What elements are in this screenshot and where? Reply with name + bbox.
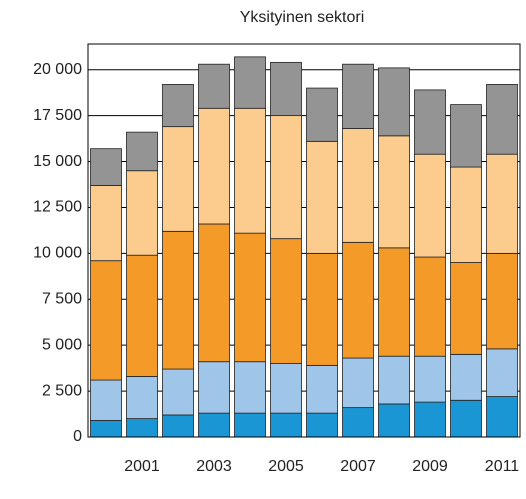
chart-title: Yksityinen sektori <box>240 9 365 26</box>
bar-segment <box>450 262 482 355</box>
bar-segment <box>486 252 518 350</box>
bar-segment <box>270 115 302 240</box>
y-tick-label: 12 500 <box>33 199 82 216</box>
bar-segment <box>234 107 266 234</box>
y-tick-label: 2 500 <box>42 382 82 399</box>
bar-segment <box>198 361 230 414</box>
bar-segment <box>126 170 158 256</box>
bar-segment <box>342 357 374 409</box>
bar-segment <box>306 364 338 414</box>
bar-segment <box>486 153 518 254</box>
bar-segment <box>306 252 338 366</box>
bar-segment <box>342 407 374 438</box>
bar-segment <box>234 232 266 363</box>
bar-segment <box>270 363 302 414</box>
bar-segment <box>90 185 122 262</box>
bar-segment <box>234 56 266 109</box>
bar-segment <box>378 403 410 438</box>
bar-segment <box>126 375 158 420</box>
bar-segment <box>270 61 302 117</box>
y-tick-label: 20 000 <box>33 61 82 78</box>
y-tick-label: 0 <box>73 428 82 445</box>
bar-segment <box>414 256 446 357</box>
bar-segment <box>342 128 374 243</box>
bar-segment <box>162 230 194 370</box>
bar-segment <box>270 412 302 438</box>
bar-segment <box>450 104 482 168</box>
bar-segment <box>270 238 302 364</box>
bar-segment <box>486 396 518 438</box>
bar-segment <box>198 107 230 225</box>
x-tick-label: 2011 <box>485 458 520 475</box>
bar-segment <box>126 254 158 377</box>
bar-segment <box>486 348 518 397</box>
bar-segment <box>234 412 266 438</box>
bar-segment <box>90 379 122 421</box>
bar-segment <box>306 140 338 254</box>
bar-segment <box>414 89 446 155</box>
y-tick-label: 5 000 <box>42 336 82 353</box>
bar-segment <box>126 418 158 438</box>
bar-segment <box>90 420 122 438</box>
bar-segment <box>198 63 230 109</box>
bar-segment <box>162 126 194 232</box>
bar-segment <box>306 412 338 438</box>
bar-segment <box>234 361 266 414</box>
bar-segment <box>90 148 122 186</box>
bar-segment <box>414 401 446 438</box>
bar-segment <box>378 355 410 405</box>
bar-segment <box>450 166 482 263</box>
bar-segment <box>162 414 194 438</box>
x-tick-label: 2005 <box>268 458 304 475</box>
bar-segment <box>414 355 446 403</box>
bar-segment <box>342 241 374 359</box>
bar-segment <box>414 153 446 258</box>
bar-segment <box>342 63 374 129</box>
bar-segment <box>90 260 122 381</box>
bar-segment <box>126 131 158 172</box>
y-tick-label: 15 000 <box>33 153 82 170</box>
bar-segment <box>306 87 338 142</box>
grid <box>88 69 520 438</box>
bar-segment <box>198 223 230 363</box>
bars <box>90 56 518 438</box>
bar-segment <box>162 84 194 128</box>
bar-segment <box>450 353 482 401</box>
x-tick-label: 2009 <box>412 458 448 475</box>
bar-segment <box>198 412 230 438</box>
x-tick-label: 2007 <box>340 458 376 475</box>
bar-segment <box>162 368 194 416</box>
bar-segment <box>378 67 410 137</box>
y-tick-label: 7 500 <box>42 290 82 307</box>
x-tick-label: 2001 <box>124 458 160 475</box>
bar-segment <box>450 399 482 438</box>
bar-segment <box>378 135 410 249</box>
plot-frame <box>87 43 521 438</box>
bar-segment <box>378 247 410 357</box>
x-tick-label: 2003 <box>196 458 232 475</box>
y-tick-label: 10 000 <box>33 245 82 262</box>
bar-segment <box>486 84 518 155</box>
y-tick-label: 17 500 <box>33 107 82 124</box>
